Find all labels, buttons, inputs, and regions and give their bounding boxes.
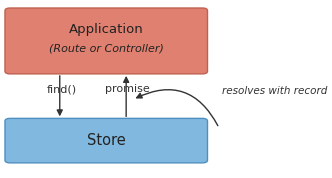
Text: Store: Store [87,133,125,148]
Text: promise: promise [106,84,150,94]
Text: Application: Application [69,23,144,36]
FancyBboxPatch shape [5,118,207,163]
FancyBboxPatch shape [5,8,207,74]
Text: (Route or Controller): (Route or Controller) [49,44,164,54]
Text: resolves with record: resolves with record [222,86,327,96]
Text: find(): find() [46,84,76,94]
